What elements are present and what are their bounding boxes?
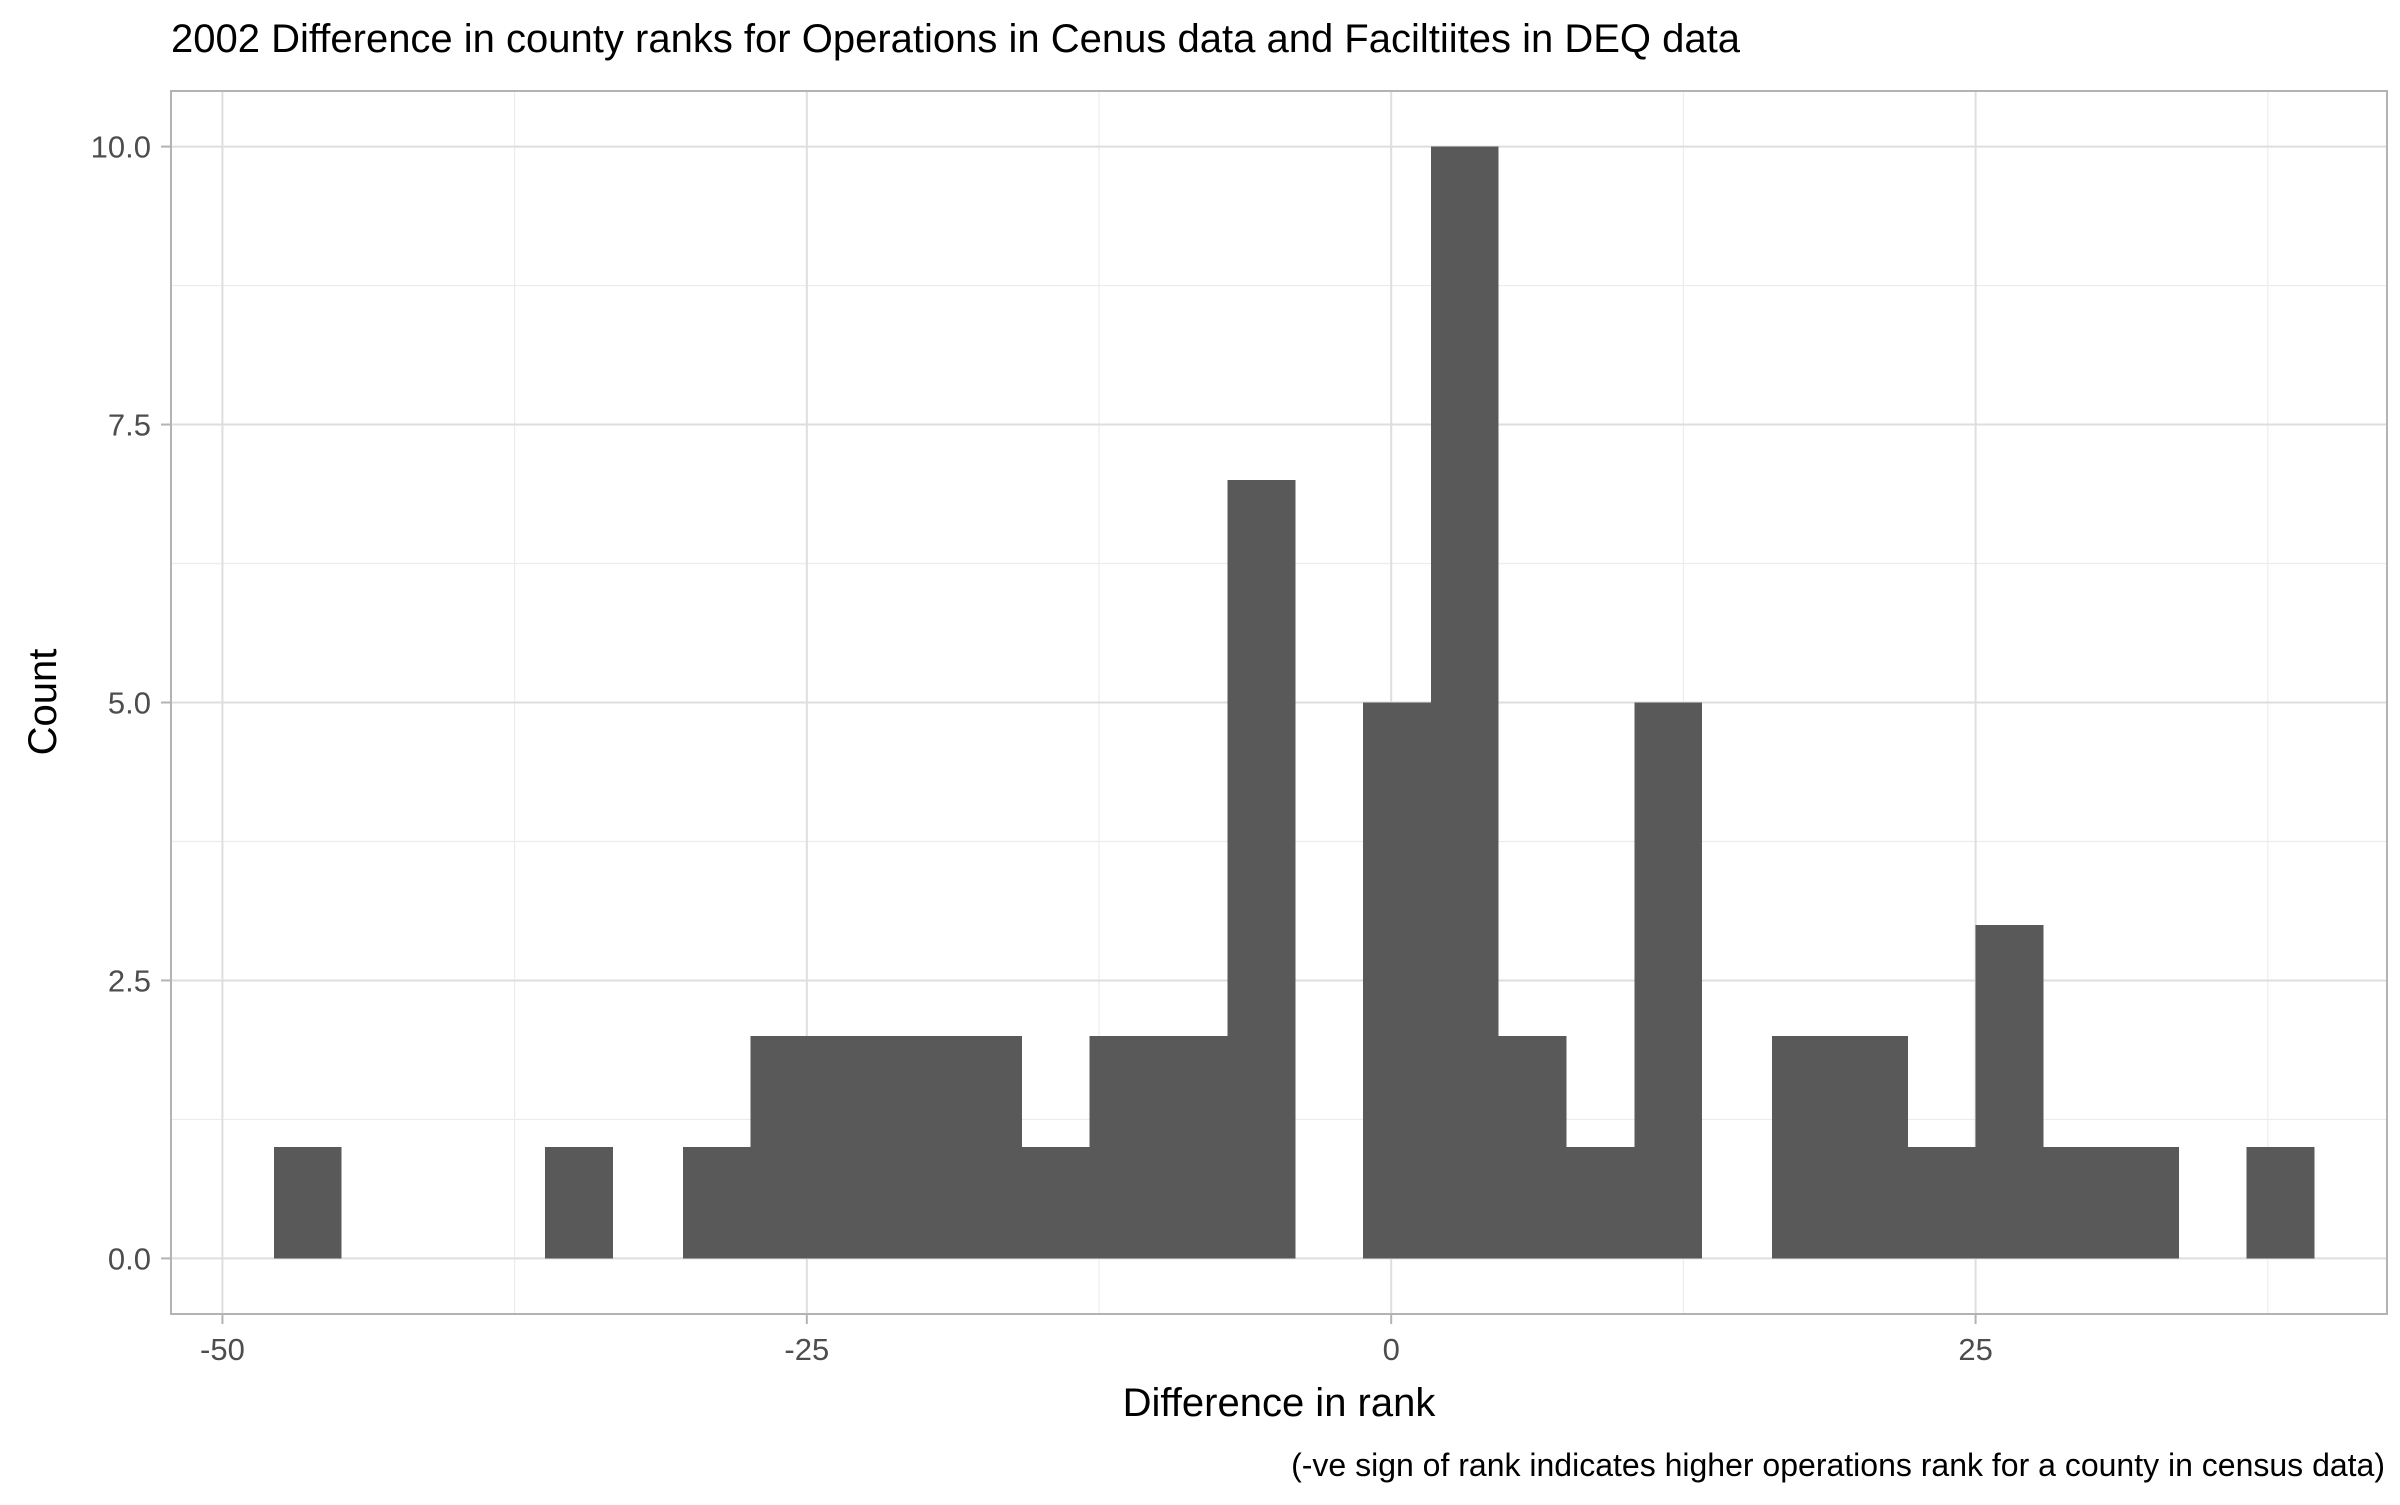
histogram-bar [1157, 1036, 1228, 1259]
histogram-bar [1089, 1036, 1158, 1259]
histogram-bar [1975, 924, 2044, 1259]
histogram-bar [1227, 480, 1296, 1259]
histogram-bar [1363, 702, 1431, 1259]
histogram-bar [1430, 146, 1499, 1259]
y-tick-label: 7.5 [108, 408, 151, 443]
histogram-bar [954, 1036, 1022, 1259]
histogram-bar [750, 1036, 819, 1259]
y-tick-label: 2.5 [108, 963, 151, 998]
histogram-bar [1840, 1036, 1908, 1259]
chart-title: 2002 Difference in county ranks for Oper… [171, 17, 1741, 61]
histogram-bar [1907, 1147, 1976, 1259]
histogram-bars [273, 146, 2315, 1259]
histogram-bar [2111, 1147, 2179, 1259]
x-tick-label: -25 [784, 1332, 829, 1367]
histogram-bar [1021, 1147, 1090, 1259]
histogram-bar [886, 1036, 955, 1259]
histogram-bar [2043, 1147, 2112, 1259]
chart-caption: (-ve sign of rank indicates higher opera… [1291, 1447, 2385, 1483]
y-tick-label: 10.0 [91, 130, 151, 165]
y-tick-label: 5.0 [108, 686, 151, 721]
histogram-bar [1498, 1036, 1567, 1259]
y-tick-label: 0.0 [108, 1241, 151, 1276]
histogram-bar [1566, 1147, 1635, 1259]
y-axis-title: Count [21, 649, 65, 756]
x-tick-label: 25 [1958, 1332, 1992, 1367]
histogram-bar [1634, 702, 1703, 1259]
x-tick-label: 0 [1383, 1332, 1400, 1367]
histogram-bar [273, 1147, 342, 1259]
x-tick-label: -50 [200, 1332, 245, 1367]
histogram-bar [1772, 1036, 1841, 1259]
histogram-bar [682, 1147, 751, 1259]
x-axis-title: Difference in rank [1123, 1381, 1437, 1425]
histogram-bar [545, 1147, 613, 1259]
histogram-bar [2246, 1147, 2315, 1259]
histogram-bar [818, 1036, 887, 1259]
axis-ticks: -50 -25 0 25 0.0 2.5 5.0 7.5 10.0 [91, 130, 1993, 1367]
